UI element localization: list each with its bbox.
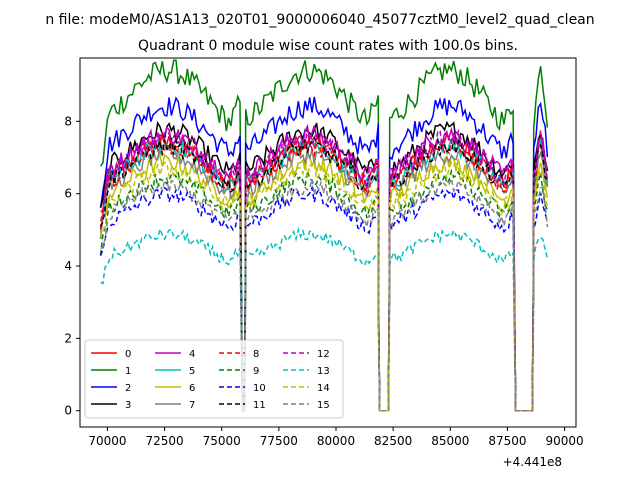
series-line-6 bbox=[99, 153, 549, 412]
series-line-3 bbox=[99, 120, 549, 412]
series-line-11 bbox=[99, 135, 548, 412]
series-line-10 bbox=[99, 184, 549, 412]
series-line-14 bbox=[99, 160, 549, 412]
legend-box bbox=[84, 339, 344, 419]
x-tick-label: 77500 bbox=[260, 434, 298, 448]
series-line-13 bbox=[100, 226, 549, 412]
y-tick-label: 0 bbox=[64, 404, 72, 418]
legend-label-8: 8 bbox=[253, 349, 259, 360]
legend-label-9: 9 bbox=[253, 366, 259, 377]
x-tick-label: 82500 bbox=[374, 434, 412, 448]
x-offset-label: +4.441e8 bbox=[503, 455, 562, 469]
legend-label-10: 10 bbox=[253, 383, 266, 394]
series-line-15 bbox=[100, 176, 549, 412]
legend-label-15: 15 bbox=[317, 400, 330, 411]
series-line-8 bbox=[99, 136, 549, 412]
figure-suptitle: n file: modeM0/AS1A13_020T01_9000006040_… bbox=[45, 12, 594, 28]
x-tick-label: 90000 bbox=[545, 434, 583, 448]
y-tick-label: 8 bbox=[64, 114, 72, 128]
x-tick-label: 85000 bbox=[431, 434, 469, 448]
legend-label-13: 13 bbox=[317, 366, 330, 377]
x-tick-label: 72500 bbox=[145, 434, 183, 448]
series-line-2 bbox=[99, 96, 549, 412]
series-layer bbox=[99, 59, 549, 412]
legend-label-6: 6 bbox=[189, 383, 195, 394]
x-axis: 70000 72500 75000 77500 80000 82500 85000 87500… bbox=[88, 427, 584, 448]
x-tick-label: 87500 bbox=[488, 434, 526, 448]
legend-label-12: 12 bbox=[317, 349, 330, 360]
y-axis: 0 2 4 6 8 bbox=[64, 114, 80, 418]
legend-label-1: 1 bbox=[125, 366, 131, 377]
legend-label-2: 2 bbox=[125, 383, 131, 394]
chart-title: Quadrant 0 module wise count rates with … bbox=[138, 38, 518, 54]
legend-label-14: 14 bbox=[317, 383, 330, 394]
legend-label-3: 3 bbox=[125, 400, 131, 411]
legend-label-11: 11 bbox=[253, 400, 266, 411]
y-tick-label: 4 bbox=[64, 259, 72, 273]
series-line-4 bbox=[100, 124, 549, 412]
series-line-12 bbox=[100, 128, 549, 412]
axes-frame bbox=[79, 57, 577, 428]
legend-label-4: 4 bbox=[189, 349, 195, 360]
x-tick-label: 75000 bbox=[203, 434, 241, 448]
legend-label-7: 7 bbox=[189, 400, 195, 411]
series-line-1 bbox=[99, 59, 549, 412]
y-tick-label: 6 bbox=[64, 187, 72, 201]
legend-label-0: 0 bbox=[125, 349, 131, 360]
legend-label-5: 5 bbox=[189, 366, 195, 377]
y-tick-label: 2 bbox=[64, 331, 72, 345]
x-tick-label: 80000 bbox=[317, 434, 355, 448]
x-tick-label: 70000 bbox=[88, 434, 126, 448]
